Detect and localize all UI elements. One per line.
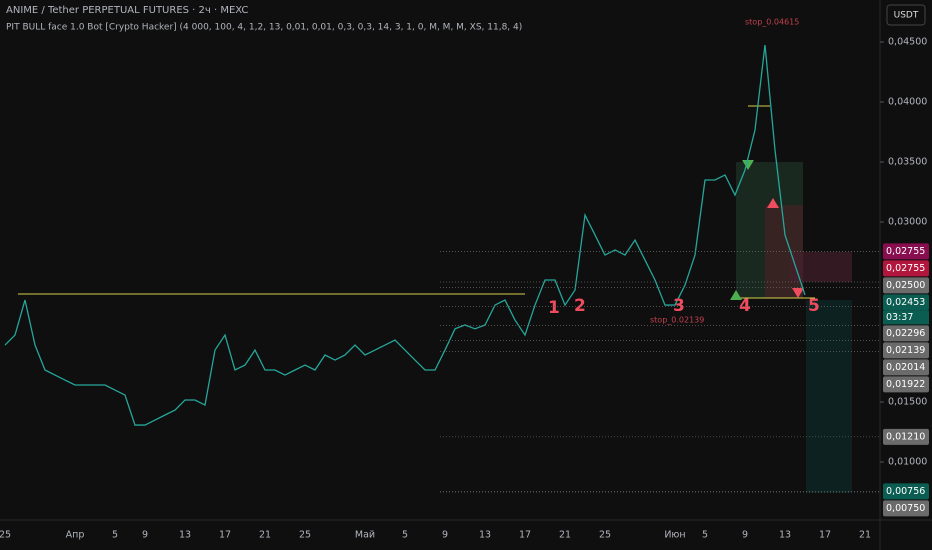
y-tick-label: 0,03000	[888, 217, 927, 228]
annotation: 4	[739, 296, 751, 316]
x-tick-label: 17	[219, 530, 231, 541]
x-tick-label: 21	[259, 530, 271, 541]
price-tag	[883, 325, 929, 342]
price-tag-label: 0,02755	[886, 263, 925, 274]
price-tag-label: 0,02296	[886, 328, 925, 339]
stop-label: stop_0.02139	[650, 316, 704, 325]
x-tick-label: 17	[519, 530, 531, 541]
countdown-bg	[883, 310, 929, 325]
annotation: 5	[808, 296, 820, 316]
exit-marker	[767, 198, 779, 208]
countdown: 03:37	[886, 312, 913, 323]
y-tick-label: 0,01000	[888, 457, 927, 468]
price-tag-label: 0,00750	[886, 503, 925, 514]
price-tag-label: 0,02139	[886, 345, 925, 356]
indicator-label: PIT BULL face 1.0 Bot [Crypto Hacker] (4…	[6, 23, 522, 33]
x-tick-label: 13	[479, 530, 491, 541]
x-tick-label: 5	[702, 530, 708, 541]
price-tag	[883, 376, 929, 393]
x-tick-label: 9	[442, 530, 448, 541]
price-tag-label: 0,01210	[886, 431, 925, 442]
price-tag	[883, 483, 929, 500]
x-tick-label: 13	[779, 530, 791, 541]
x-tick-label: 5	[112, 530, 118, 541]
chart-title: ANIME / Tether PERPETUAL FUTURES · 2ч · …	[6, 5, 248, 16]
stop-label: stop_0.04615	[745, 18, 799, 27]
x-tick-label: 9	[742, 530, 748, 541]
exit-marker	[792, 288, 804, 298]
x-tick-label: 21	[559, 530, 571, 541]
price-tag	[883, 243, 929, 260]
x-tick-label: Май	[355, 530, 375, 541]
x-tick-label: 17	[819, 530, 831, 541]
currency-label[interactable]: USDT	[894, 11, 919, 21]
entry-marker	[730, 290, 742, 300]
price-tag	[883, 277, 929, 294]
price-tag	[883, 500, 929, 517]
x-tick-label: 5	[402, 530, 408, 541]
x-tick-label: 25	[599, 530, 611, 541]
price-tag	[883, 359, 929, 376]
price-tag	[883, 428, 929, 445]
y-tick-label: 0,04500	[888, 37, 927, 48]
trade-box	[765, 205, 803, 298]
trade-box	[790, 252, 852, 282]
x-tick-label: 25	[0, 530, 11, 541]
x-tick-label: Апр	[66, 530, 85, 541]
price-tag	[883, 342, 929, 359]
price-tag-label: 0,02755	[886, 246, 925, 257]
x-tick-label: 25	[299, 530, 311, 541]
price-tag	[883, 260, 929, 277]
price-tag-label: 0,01922	[886, 379, 925, 390]
price-tag-label: 0,02453	[886, 297, 925, 308]
trade-box	[806, 300, 852, 493]
price-tag-label: 0,02500	[886, 280, 925, 291]
x-tick-label: 13	[179, 530, 191, 541]
annotation: 3	[673, 296, 685, 316]
x-tick-label: 9	[142, 530, 148, 541]
y-tick-label: 0,04000	[888, 97, 927, 108]
y-tick-label: 0,01500	[888, 397, 927, 408]
y-tick-label: 0,03500	[888, 157, 927, 168]
annotation: 2	[574, 296, 586, 316]
price-tag-label: 0,00756	[886, 486, 925, 497]
price-tag	[883, 294, 929, 311]
price-line	[4, 44, 806, 426]
annotation: 1	[548, 298, 560, 318]
plot	[4, 44, 806, 426]
currency-button[interactable]	[886, 4, 926, 26]
x-tick-label: Июн	[664, 530, 685, 541]
price-tag-label: 0,02014	[886, 362, 925, 373]
x-tick-label: 21	[859, 530, 871, 541]
entry-marker	[742, 160, 754, 170]
